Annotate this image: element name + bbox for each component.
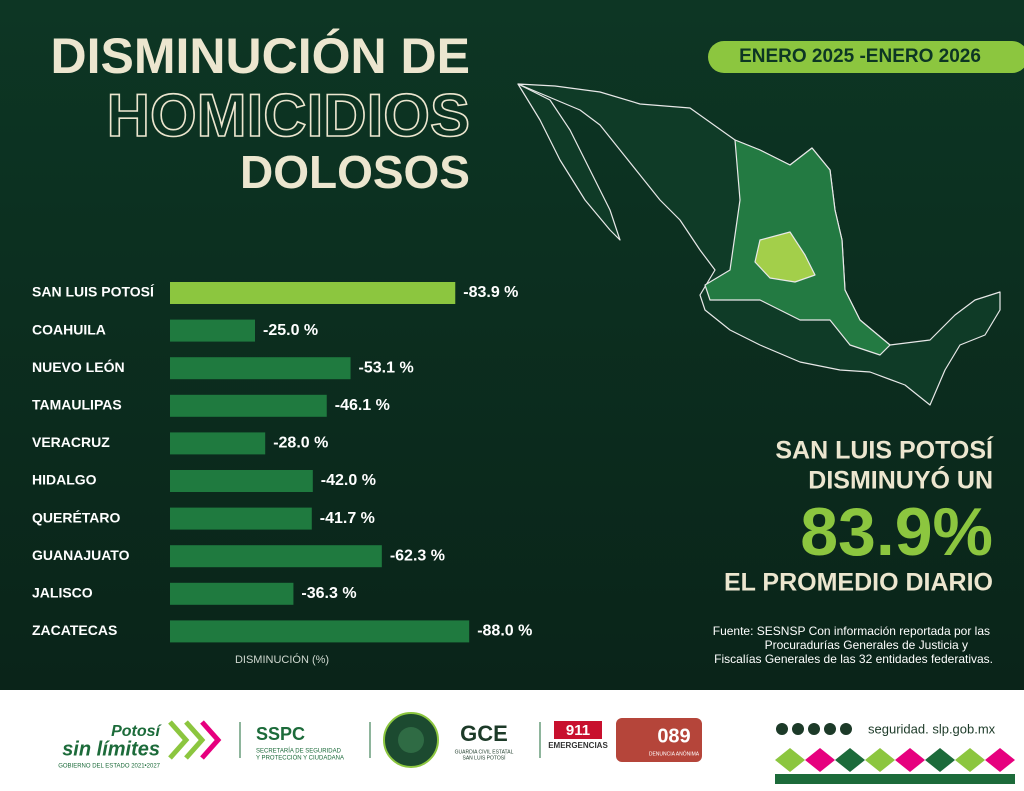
footer: Potosí sin límites GOBIERNO DEL ESTADO 2…: [58, 712, 1015, 784]
value-label: -28.0 %: [273, 435, 328, 452]
category-label: ZACATECAS: [32, 622, 117, 638]
logo-089: [616, 718, 702, 762]
category-label: GUANAJUATO: [32, 547, 130, 563]
value-label: -62.3 %: [390, 547, 445, 564]
gce-seal: [398, 727, 424, 753]
callout: SAN LUIS POTOSÍ: [775, 436, 994, 465]
bar: [170, 620, 470, 643]
source: Fuente: SESNSP Con información reportada…: [713, 624, 990, 638]
bar: [170, 545, 382, 568]
value-label: -42.0 %: [321, 472, 376, 489]
logo-089-sub: DENUNCIA ANÓNIMA: [649, 750, 700, 757]
value-label: -41.7 %: [320, 510, 375, 527]
bar: [170, 394, 327, 417]
social-icons: [776, 723, 852, 735]
brand-icon: [200, 720, 222, 760]
period: ENERO 2025 -ENERO 2026: [739, 46, 981, 67]
callout-value: 83.9%: [800, 494, 993, 570]
logo-911: 911: [566, 722, 590, 739]
bar: [170, 470, 313, 492]
category-label: JALISCO: [32, 585, 93, 601]
title: DOLOSOS: [240, 146, 470, 198]
category-label: HIDALGO: [32, 472, 97, 488]
category-label: QUERÉTARO: [32, 509, 121, 525]
category-label: COAHUILA: [32, 321, 106, 337]
bar: [170, 432, 266, 455]
value-label: -46.1 %: [335, 397, 390, 414]
category-label: SAN LUIS POTOSÍ: [32, 284, 155, 300]
title: DISMINUCIÓN DE: [51, 28, 470, 84]
map: [517, 83, 1001, 406]
gce-sub: SAN LUIS POTOSÍ: [463, 754, 507, 761]
bar: [170, 507, 312, 530]
source: Procuradurías Generales de Justicia y: [765, 638, 968, 652]
category-label: NUEVO LEÓN: [32, 358, 125, 375]
bar: [170, 319, 255, 342]
gce: GCE: [460, 721, 508, 746]
gce-sub: GUARDIA CIVIL ESTATAL: [455, 749, 514, 755]
logo-911: [554, 721, 602, 739]
period-badge: [708, 41, 1024, 73]
value-label: -88.0 %: [477, 623, 532, 640]
category-label: TAMAULIPAS: [32, 397, 122, 413]
bar: [170, 357, 351, 380]
sspc-sub: SECRETARÍA DE SEGURIDAD: [256, 748, 342, 755]
source: Fiscalías Generales de las 32 entidades …: [714, 652, 993, 666]
sspc-sub: Y PROTECCIÓN Y CIUDADANA: [256, 755, 344, 762]
value-label: -53.1 %: [359, 359, 414, 376]
value-label: -36.3 %: [301, 585, 356, 602]
bar: [170, 282, 456, 304]
brand: GOBIERNO DEL ESTADO 2021•2027: [58, 764, 160, 770]
category-label: VERACRUZ: [32, 434, 110, 450]
pattern: [775, 748, 1015, 784]
bar: [170, 582, 294, 605]
value-label: -25.0 %: [263, 322, 318, 339]
brand: Potosí: [111, 723, 162, 740]
logo-911-sub: EMERGENCIAS: [548, 741, 608, 750]
sspc: SSPC: [256, 724, 305, 744]
value-label: -83.9 %: [463, 284, 518, 301]
x-axis-label: DISMINUCIÓN (%): [235, 653, 329, 666]
callout: EL PROMEDIO DIARIO: [724, 569, 993, 597]
website: seguridad. slp.gob.mx: [868, 721, 996, 736]
title: HOMICIDIOS: [107, 82, 470, 149]
callout: DISMINUYÓ UN: [808, 465, 993, 495]
logo-089: 089: [657, 725, 690, 747]
brand-icon: [168, 720, 206, 760]
brand: sin límites: [62, 738, 160, 760]
